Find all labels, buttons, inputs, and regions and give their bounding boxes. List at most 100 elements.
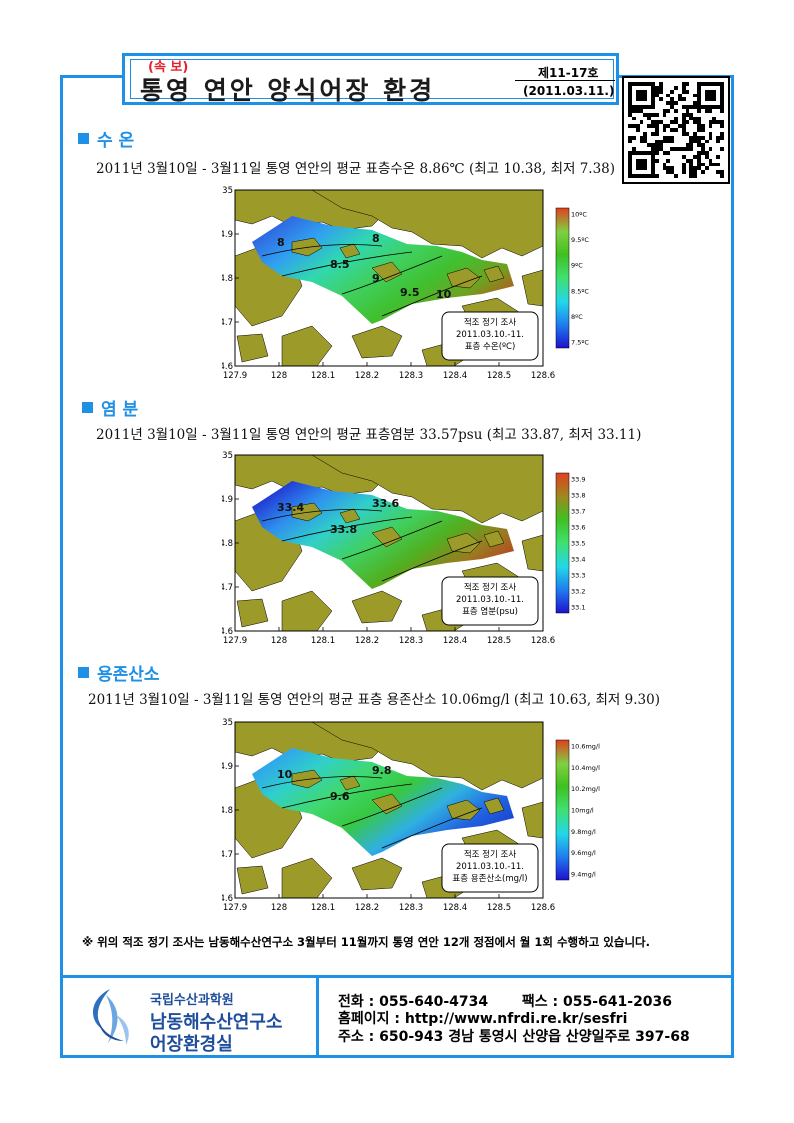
section-heading-salinity: 염 분 bbox=[82, 395, 138, 420]
x-tick-label: 128 bbox=[271, 371, 287, 381]
map-canvas: 10 9.8 9.6 127.9 128 128.1 128.2 128.3 128.4 128.… bbox=[222, 718, 600, 913]
colorbar-tick-label: 9ºC bbox=[571, 262, 583, 270]
issue-number: 제11-17호 bbox=[538, 66, 599, 80]
x-tick-label: 128.2 bbox=[355, 903, 379, 913]
legend-line: 적조 정기 조사 bbox=[464, 849, 517, 860]
x-tick-label: 128.2 bbox=[355, 636, 379, 646]
colorbar bbox=[555, 207, 570, 349]
colorbar-tick-label: 10.4mg/l bbox=[571, 764, 600, 772]
legend-box bbox=[441, 311, 539, 361]
oxygen-map: 10 9.8 9.6 127.9 128 128.1 128.2 128.3 128.4 128.… bbox=[222, 718, 612, 918]
y-tick-label: 35 bbox=[222, 186, 233, 196]
land-mass bbox=[351, 857, 403, 891]
x-tick-label: 128.4 bbox=[443, 636, 467, 646]
legend-box bbox=[441, 576, 539, 626]
x-tick-label: 128.3 bbox=[399, 636, 423, 646]
contour-label: 8.5 bbox=[330, 258, 350, 271]
square-bullet-icon bbox=[82, 402, 93, 413]
contour-line bbox=[381, 275, 483, 317]
legend-line: 표층 용존산소(mg/l) bbox=[452, 873, 527, 884]
colorbar-tick-label: 33.9 bbox=[571, 476, 585, 484]
island bbox=[446, 532, 481, 554]
y-tick-label: 34.9 bbox=[222, 230, 233, 240]
colorbar bbox=[555, 739, 570, 881]
x-tick-label: 128.2 bbox=[355, 371, 379, 381]
footer-vertical-divider bbox=[316, 978, 319, 1058]
colorbar-tick-label: 10ºC bbox=[571, 211, 587, 219]
qr-pattern bbox=[628, 82, 724, 178]
land-mass bbox=[236, 598, 269, 628]
y-tick-label: 34.7 bbox=[222, 850, 233, 860]
section-heading-label: 용존산소 bbox=[97, 665, 160, 685]
y-tick-label: 34.9 bbox=[222, 762, 233, 772]
contact-phone-fax: 전화 : 055-640-4734 팩스 : 055-641-2036 bbox=[338, 991, 672, 1011]
land-mass bbox=[351, 325, 403, 359]
contour-line bbox=[281, 516, 413, 542]
survey-note: ※ 위의 적조 정기 조사는 남동해수산연구소 3월부터 11월까지 통영 연안… bbox=[82, 935, 650, 949]
y-tick-label: 34.6 bbox=[222, 894, 233, 904]
colorbar-tick-label: 9.5ºC bbox=[571, 236, 589, 244]
island bbox=[371, 526, 403, 548]
title-box bbox=[122, 53, 619, 105]
contour-label: 9 bbox=[372, 272, 380, 285]
contour-label: 9.8 bbox=[372, 764, 392, 777]
island bbox=[446, 267, 481, 289]
phone-number: 전화 : 055-640-4734 bbox=[338, 994, 489, 1010]
contour-line bbox=[341, 255, 443, 295]
colorbar bbox=[555, 472, 570, 614]
address-text: 주소 : 650-943 경남 통영시 산양읍 산양일주로 397-68 bbox=[338, 1029, 690, 1045]
contour-label: 8 bbox=[277, 236, 285, 249]
y-tick-label: 34.7 bbox=[222, 583, 233, 593]
contour-label: 10 bbox=[277, 768, 293, 781]
flash-label: (속 보) bbox=[148, 60, 189, 75]
x-tick-label: 128.5 bbox=[487, 371, 511, 381]
org-name-line2: 남동해수산연구소 bbox=[150, 1012, 283, 1033]
land-mass bbox=[281, 325, 333, 367]
colorbar-tick-label: 33.1 bbox=[571, 604, 585, 612]
colorbar-tick-label: 33.7 bbox=[571, 508, 585, 516]
x-tick-label: 128.4 bbox=[443, 903, 467, 913]
colorbar-tick-label: 33.2 bbox=[571, 588, 585, 596]
x-tick-label: 128.3 bbox=[399, 903, 423, 913]
fax-number: 팩스 : 055-641-2036 bbox=[521, 994, 673, 1010]
colorbar-tick-label: 33.8 bbox=[571, 492, 585, 500]
y-tick-label: 34.6 bbox=[222, 627, 233, 637]
footer-divider bbox=[60, 975, 734, 978]
legend-line: 적조 정기 조사 bbox=[464, 317, 517, 328]
institute-logo-icon bbox=[92, 989, 129, 1045]
title-inner-border bbox=[130, 59, 614, 99]
colorbar-tick-label: 33.3 bbox=[571, 572, 585, 580]
colorbar-tick-label: 33.6 bbox=[571, 524, 585, 532]
x-tick-label: 128.1 bbox=[311, 903, 335, 913]
qr-code-icon[interactable] bbox=[622, 76, 730, 184]
contour-line bbox=[381, 540, 483, 582]
x-tick-label: 128.3 bbox=[399, 371, 423, 381]
x-tick-label: 128.5 bbox=[487, 903, 511, 913]
x-tick-label: 127.9 bbox=[223, 903, 247, 913]
contour-label: 33.8 bbox=[330, 523, 357, 536]
contour-label: 9.5 bbox=[400, 286, 420, 299]
x-tick-label: 128.5 bbox=[487, 636, 511, 646]
island bbox=[339, 243, 361, 259]
contour-label: 9.6 bbox=[330, 790, 350, 803]
island bbox=[483, 530, 505, 548]
island bbox=[446, 799, 481, 821]
y-tick-label: 34.8 bbox=[222, 806, 233, 816]
x-tick-label: 128.6 bbox=[531, 636, 555, 646]
colorbar-tick-label: 9.8mg/l bbox=[571, 828, 596, 836]
map-canvas: 33.4 33.6 33.8 127.9 128 128.1 128.2 128.3 128.4… bbox=[222, 451, 585, 646]
contour-label: 33.4 bbox=[277, 501, 304, 514]
colorbar-tick-label: 33.4 bbox=[571, 556, 585, 564]
contour-line bbox=[381, 807, 483, 849]
issue-date: (2011.03.11.) bbox=[523, 84, 615, 98]
x-tick-label: 127.9 bbox=[223, 636, 247, 646]
colorbar-tick-label: 8.5ºC bbox=[571, 287, 589, 295]
square-bullet-icon bbox=[78, 667, 89, 678]
x-tick-label: 128.1 bbox=[311, 371, 335, 381]
homepage-link[interactable]: 홈페이지 : http://www.nfrdi.re.kr/sesfri bbox=[338, 1011, 628, 1027]
x-tick-label: 128 bbox=[271, 636, 287, 646]
y-tick-label: 35 bbox=[222, 718, 233, 728]
legend-line: 2011.03.10.-11. bbox=[456, 595, 524, 605]
contour-line bbox=[281, 783, 413, 809]
x-tick-label: 128.6 bbox=[531, 371, 555, 381]
